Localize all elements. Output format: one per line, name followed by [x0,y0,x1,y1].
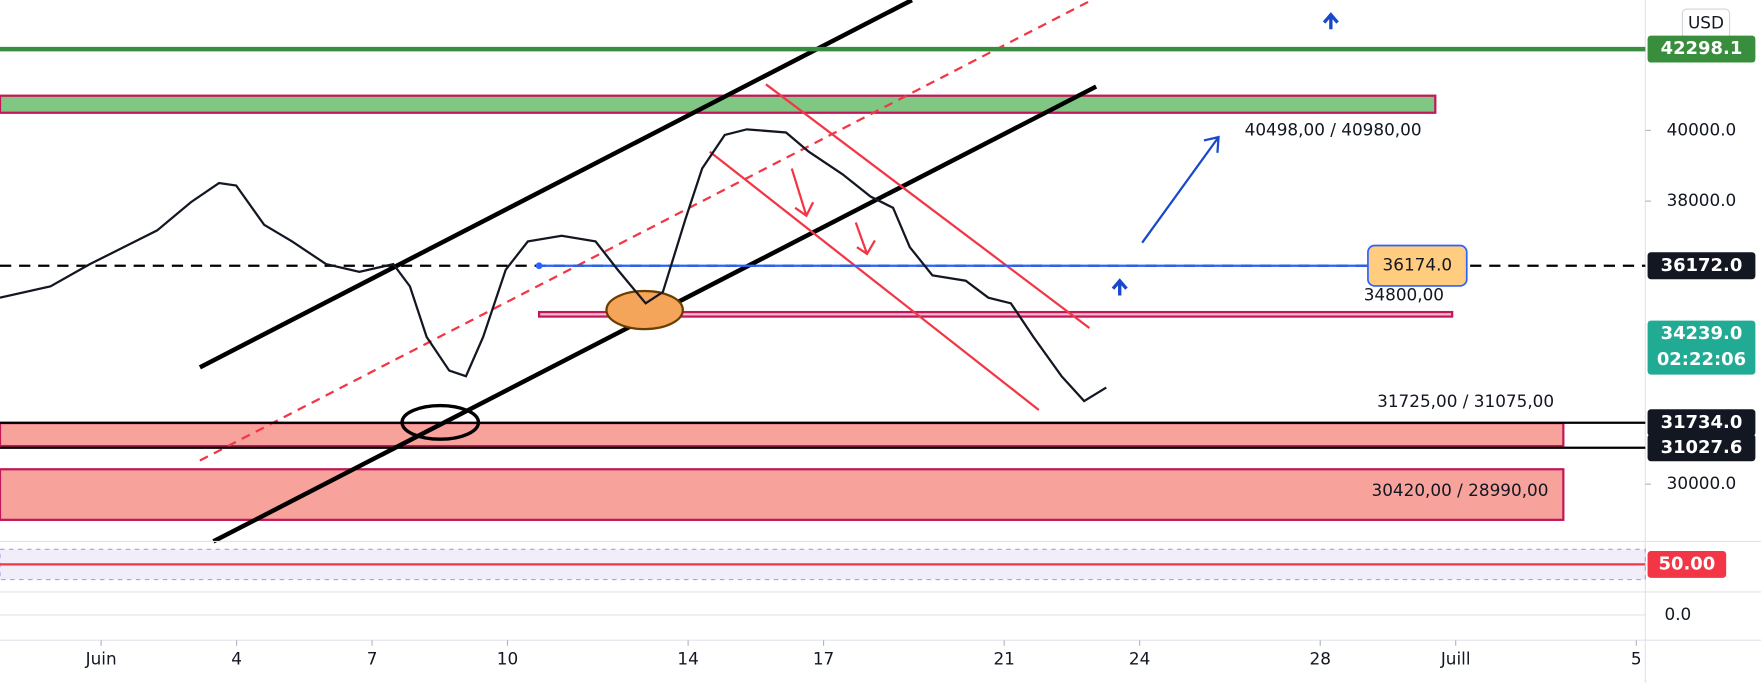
zone-label: 30420,00 / 28990,00 [1372,480,1549,500]
zone-label: 31725,00 / 31075,00 [1377,391,1554,411]
price-line [0,128,1107,403]
zone [0,468,1565,521]
price-badge [1647,35,1756,63]
y-tick-label: 40000.0 [1667,119,1737,139]
rsi-label: 50.00 [1658,553,1715,574]
y-tick-label: 30000.0 [1667,473,1737,493]
price-badge-label: 42298.1 [1661,38,1743,59]
x-tick-label: 4 [231,648,242,668]
x-tick-label: Juill [1440,648,1471,668]
channel-mid [199,0,1093,462]
zone-label: 40498,00 / 40980,00 [1245,119,1422,139]
price-badge-label: 34239.0 [1661,323,1743,344]
down-arrow [790,168,815,218]
zones [0,94,1565,521]
zone [0,94,1437,114]
up-arrow-icon [1111,278,1128,296]
x-tick-label: 10 [497,648,518,668]
currency: USD [1688,13,1724,33]
zone [537,310,1454,318]
price-badge [1647,434,1756,462]
x-tick-label: 14 [677,648,698,668]
alert-label: 36174.0 [1383,255,1453,275]
x-tick-label: 28 [1310,648,1331,668]
macd-label: 0.0 [1665,604,1692,624]
price-badge [1647,409,1756,437]
price-badge-label: 31734.0 [1661,412,1743,433]
price-badge [1647,252,1756,280]
rsi-badge [1647,550,1727,578]
down-channel-lower [709,150,1040,411]
x-tick-label: 24 [1129,648,1150,668]
ellipse-marker [605,289,684,331]
price-badge [1647,320,1756,375]
alert-handle [535,262,543,270]
x-tick-label: 5 [1631,648,1642,668]
price-badge-label: 31027.6 [1661,437,1743,458]
down-arrow [854,222,876,256]
price-badge-label: 36172.0 [1661,255,1743,276]
zone-label: 34800,00 [1364,284,1444,304]
countdown: 02:22:06 [1657,349,1746,370]
x-tick-label: 7 [367,648,378,668]
up-arrow [1141,135,1220,244]
y-tick-label: 38000.0 [1667,190,1737,210]
up-arrow-icon [1322,12,1339,30]
x-tick-label: 21 [993,648,1014,668]
channel-upper [198,0,913,370]
alert-box [1367,244,1468,287]
down-channel-upper [765,83,1091,329]
x-tick-label: Juin [85,648,117,668]
x-tick-label: 17 [813,648,834,668]
